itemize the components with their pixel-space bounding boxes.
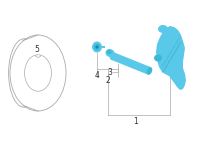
Circle shape bbox=[96, 46, 99, 49]
Text: 5: 5 bbox=[35, 45, 39, 54]
Ellipse shape bbox=[94, 44, 100, 51]
Ellipse shape bbox=[92, 41, 102, 52]
Text: 3: 3 bbox=[107, 67, 112, 76]
Polygon shape bbox=[111, 52, 151, 75]
Ellipse shape bbox=[107, 50, 111, 54]
Ellipse shape bbox=[147, 67, 152, 75]
Ellipse shape bbox=[158, 25, 168, 33]
Text: 2: 2 bbox=[105, 76, 110, 85]
Text: 1: 1 bbox=[134, 117, 138, 126]
Ellipse shape bbox=[154, 55, 162, 61]
Text: 4: 4 bbox=[95, 71, 99, 80]
Polygon shape bbox=[156, 26, 186, 90]
Ellipse shape bbox=[110, 52, 115, 60]
Polygon shape bbox=[101, 46, 105, 48]
Ellipse shape bbox=[106, 49, 114, 57]
